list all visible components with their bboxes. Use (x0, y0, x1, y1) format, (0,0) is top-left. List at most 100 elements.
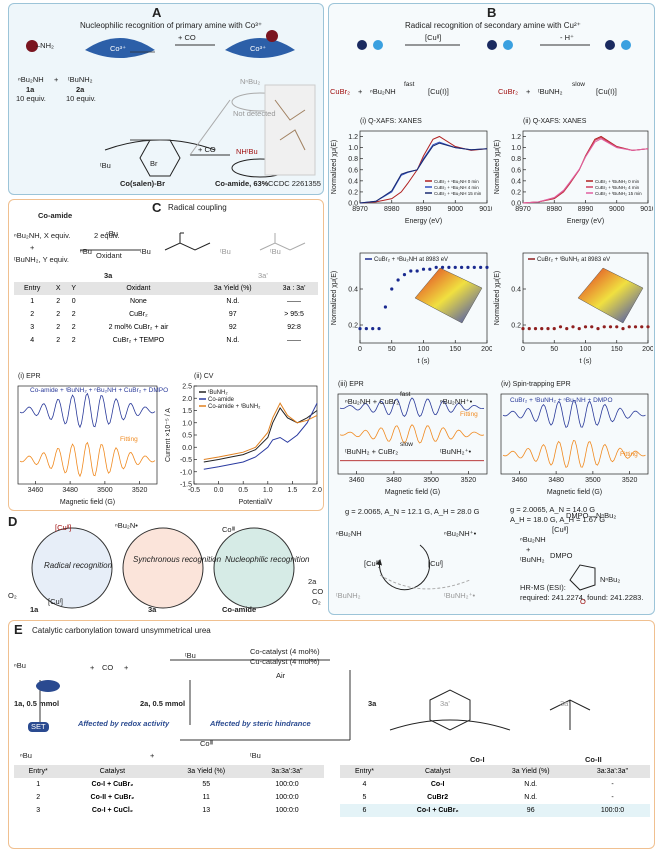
label: CO (102, 663, 114, 672)
legend-label: Co-amide + ᵗBuNH₂ (208, 403, 261, 410)
x-tick-label: 8980 (546, 206, 562, 213)
panel-a-art (26, 30, 316, 178)
label: ᵗBu (250, 751, 261, 760)
label: ᵗBu (100, 161, 111, 170)
x-tick-label: 3520 (132, 487, 148, 494)
data-point (479, 265, 483, 269)
y-tick-label: 2.5 (182, 384, 192, 391)
label: 3a (368, 699, 377, 708)
y-tick-label: 0.4 (511, 178, 521, 185)
cell: Co-I + CuBr₂ (91, 781, 134, 788)
label: ⁿBu₂NH⁺• (440, 397, 473, 406)
cell: 2 (30, 311, 35, 318)
y-tick-label: 0.0 (511, 201, 521, 208)
cell: 1 (30, 298, 35, 305)
header-row: Entry* Catalyst 3a Yield (%) 3a:3a':3a'' (14, 765, 324, 778)
label: [Cuᴵᴵ] (552, 525, 569, 534)
label: 3a'' (560, 699, 572, 708)
y-tick-label: 0.0 (182, 445, 192, 452)
label: fast (400, 391, 411, 398)
label: 1a, 0.5 mmol (14, 699, 60, 708)
cell: 92:8 (287, 324, 301, 331)
label: g = 2.0065, A_N = 12.1 G, A_H = 28.0 G (345, 507, 480, 516)
chart: 0 50 100 150 200 t (s) 0.2 0.4 Normalized χμ(E) C… (331, 252, 492, 365)
label: Synchronous recognition (133, 555, 222, 564)
legend-label: ᵗBuNH₂ (208, 389, 228, 396)
y-tick-label: 0.2 (348, 323, 358, 330)
y-tick-label: 0.8 (511, 156, 521, 163)
header-cell: Entry (14, 282, 51, 295)
spectrum-trace (339, 397, 485, 417)
data-point (565, 327, 569, 331)
data-point (396, 278, 400, 282)
data-point (440, 265, 445, 269)
label: Co-catalyst (4 mol%) (250, 647, 320, 656)
label: [Cuᴵᴵ] (425, 33, 442, 42)
series-line (522, 138, 649, 204)
cell: Co-II + CuBr₂ (90, 794, 135, 801)
legend-label: CuBr₂ + ⁿBu₂NH 15 min (434, 191, 482, 196)
y-tick-label: 1.0 (182, 420, 192, 427)
label: + CO (198, 145, 216, 154)
table-head: Entry X Y Oxidant 3a Yield (%) 3a : 3a' (14, 282, 318, 295)
cell: 3 (36, 807, 41, 814)
row: 2 Co-II + CuBr₂ 11 100:0:0 (14, 791, 324, 804)
label: 1a (26, 85, 35, 94)
series-line (359, 135, 488, 204)
legend-label: CuBr₂ + ⁿBu₂NH at 8983 eV (374, 256, 448, 263)
header-cell: Y (65, 282, 82, 295)
cell: N.d. (226, 298, 240, 305)
panel-title: Nucleophilic recognition of primary amin… (80, 21, 263, 30)
header-cell: Entry* (14, 765, 63, 778)
y-axis-label: Normalized χμ(E) (331, 271, 338, 325)
x-tick-label: 50 (388, 346, 396, 353)
label: + (150, 751, 155, 760)
table: Entry* Catalyst 3a Yield (%) 3a:3a':3a'' 1 Co… (14, 765, 324, 817)
label: ⁿBu (20, 751, 32, 760)
x-tick-label: 8990 (578, 206, 594, 213)
plot-frame (337, 393, 488, 475)
label: [Cuᴵᴵ] (364, 559, 381, 568)
cell: 4 (362, 781, 367, 788)
data-point (558, 325, 563, 329)
annotation: Fitting (120, 436, 138, 443)
label: CCDC 2261355 (268, 179, 321, 188)
label: Fitting (460, 411, 478, 418)
x-tick-label: 8980 (384, 206, 400, 213)
data-point (460, 265, 464, 269)
label: A_H = 18.0 G, A_H = 1.67 G (510, 515, 606, 524)
label: + (30, 243, 35, 252)
plot-frame (17, 385, 158, 485)
cell: 100:0:0 (275, 807, 299, 814)
label: + (90, 663, 95, 672)
x-tick-label: 200 (642, 346, 653, 353)
cell: 100:0:0 (575, 804, 650, 817)
label: Nucleophilic recognition (225, 555, 310, 564)
label: ⁿBu (106, 229, 118, 238)
y-tick-label: 0.5 (182, 433, 192, 440)
label: ⁿBu₂N• (115, 521, 138, 530)
cell: - (611, 794, 614, 801)
x-tick-label: 0 (521, 346, 525, 353)
label: ⁿBu₂NH, X equiv. (14, 231, 71, 240)
panel-e-art (36, 659, 591, 741)
inset-surface (414, 267, 483, 324)
cell: CuBr2 (427, 794, 449, 801)
cell: 2 mol% CuBr₂ + air (108, 324, 169, 331)
data-point (527, 327, 531, 331)
label: NⁿBu₂ (240, 77, 261, 86)
data-point (627, 325, 631, 329)
label: [Cuᴵ] (48, 597, 64, 606)
spectrum-trace (19, 441, 156, 478)
label: Br (150, 159, 158, 168)
cell: 3 (30, 324, 35, 331)
header-row: Entry X Y Oxidant 3a Yield (%) 3a : 3a' (14, 282, 318, 295)
plot-frame (500, 393, 649, 475)
x-tick-label: 150 (611, 346, 623, 353)
label: Coᴵᴵᴵ (200, 739, 214, 748)
label: Coᴵᴵᴵ (222, 525, 236, 534)
cell: 2 (71, 337, 76, 344)
y-tick-label: -1.5 (180, 482, 192, 489)
row: 1 2 0 None N.d. —— (14, 295, 318, 308)
cell: 2 (36, 794, 41, 801)
